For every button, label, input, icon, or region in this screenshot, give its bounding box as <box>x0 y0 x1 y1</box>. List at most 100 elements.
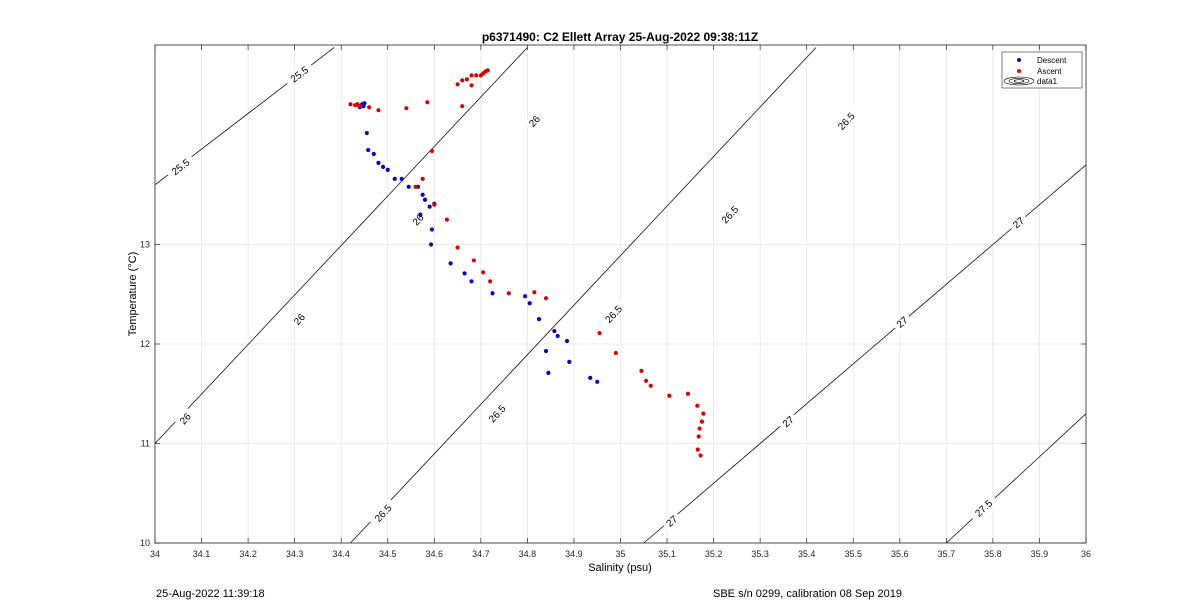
contour-label-bg <box>715 199 745 230</box>
x-axis-label: Salinity (psu) <box>588 562 652 574</box>
ascent-point <box>455 82 460 87</box>
descent-point <box>522 294 528 299</box>
x-tick-label: 35.1 <box>658 549 676 559</box>
legend-descent-label: Descent <box>1037 56 1067 65</box>
legend-ascent-marker <box>1017 69 1021 73</box>
ascent-point <box>695 403 700 408</box>
contour-line-26-5 <box>350 47 817 544</box>
x-tick-label: 35.4 <box>798 549 816 559</box>
ascent-point <box>460 78 465 83</box>
descent-point <box>392 176 397 181</box>
descent-point <box>385 167 390 172</box>
ascent-point <box>699 419 705 424</box>
ascent-point <box>444 217 449 222</box>
descent-point <box>546 370 551 375</box>
contour-line-27-5 <box>946 413 1087 544</box>
descent-point <box>366 147 371 153</box>
x-tick-label: 35.3 <box>751 549 769 559</box>
contour-label-bg <box>368 498 398 529</box>
descent-point <box>428 242 434 247</box>
descent-point <box>527 301 532 306</box>
ascent-point <box>701 411 706 416</box>
descent-point <box>427 204 432 209</box>
ascent-point <box>367 105 372 110</box>
footer-timestamp: 25-Aug-2022 11:39:18 <box>156 588 265 600</box>
descent-point <box>364 130 369 136</box>
ascent-point <box>485 68 490 73</box>
descent-point <box>552 328 557 334</box>
x-tick-label: 35.6 <box>891 549 909 559</box>
descent-point <box>361 104 366 109</box>
descent-point <box>469 279 474 284</box>
contour-label-bg <box>777 411 799 433</box>
ascent-point <box>348 102 353 107</box>
descent-point <box>371 151 376 157</box>
contour-label-bg <box>598 299 629 330</box>
descent-point <box>399 176 404 181</box>
ascent-point <box>404 106 409 111</box>
legend-data1-contour-icon <box>1003 76 1035 86</box>
descent-point <box>462 271 467 276</box>
contour-label-bg <box>968 493 999 523</box>
axis-ticks: 34 34.1 34.2 34.3 34.4 34.5 34.6 34.7 34.8 34.9 35… <box>140 45 1091 559</box>
data-points <box>348 68 706 458</box>
x-tick-label: 34.4 <box>332 549 350 559</box>
x-tick-label: 34.1 <box>193 549 211 559</box>
ascent-point <box>488 279 493 284</box>
ascent-point <box>474 73 479 78</box>
contour-label-bg <box>831 106 861 137</box>
descent-point <box>564 338 570 344</box>
descent-point <box>490 291 495 296</box>
footer-calibration: SBE s/n 0299, calibration 08 Sep 2019 <box>713 588 902 600</box>
grid <box>154 45 1087 544</box>
ascent-point <box>613 350 618 356</box>
y-tick-label: 13 <box>140 240 150 250</box>
descent-point <box>567 359 572 365</box>
ascent-point <box>469 83 474 88</box>
x-tick-label: 34.2 <box>239 549 257 559</box>
ascent-point <box>543 296 549 301</box>
descent-point <box>376 160 381 166</box>
x-tick-label: 34.3 <box>286 549 304 559</box>
ascent-point <box>471 258 476 263</box>
ascent-point <box>695 447 700 452</box>
contour-line-26 <box>154 47 528 444</box>
ascent-point <box>644 378 649 383</box>
descent-point <box>555 333 560 339</box>
contour-label-bg <box>174 407 196 430</box>
descent-point <box>429 227 435 232</box>
descent-point <box>380 164 386 169</box>
legend-ascent-label: Ascent <box>1037 67 1062 76</box>
ascent-point <box>639 368 644 373</box>
descent-point <box>595 379 600 384</box>
y-axis-label: Temperature (°C) <box>127 252 139 336</box>
contour-label-bg <box>523 110 545 132</box>
x-tick-label: 35.2 <box>705 549 723 559</box>
contour-label-bg <box>407 208 429 231</box>
ascent-point <box>357 104 362 109</box>
contour-label-bg <box>165 153 197 181</box>
contour-label-bg <box>891 311 913 333</box>
x-tick-label: 36 <box>1081 549 1091 559</box>
ascent-point <box>429 148 435 154</box>
ascent-point <box>432 202 437 207</box>
x-tick-label: 34.6 <box>426 549 444 559</box>
contour-label-bg <box>283 60 315 89</box>
y-tick-label: 12 <box>140 339 150 349</box>
ascent-point <box>455 245 460 250</box>
contour-label-bg <box>288 308 310 330</box>
ascent-point <box>597 330 602 336</box>
descent-point <box>588 375 593 380</box>
legend-descent-marker <box>1017 58 1021 62</box>
contour-label-bg <box>1007 212 1030 234</box>
contour-label-bg <box>482 398 512 429</box>
ascent-point <box>698 453 703 458</box>
descent-point <box>418 212 423 217</box>
descent-point <box>406 184 411 189</box>
x-tick-label: 35.8 <box>984 549 1002 559</box>
ascent-point <box>469 73 474 78</box>
ascent-point <box>532 290 537 295</box>
y-tick-label: 11 <box>141 439 150 449</box>
ascent-point <box>420 176 425 181</box>
